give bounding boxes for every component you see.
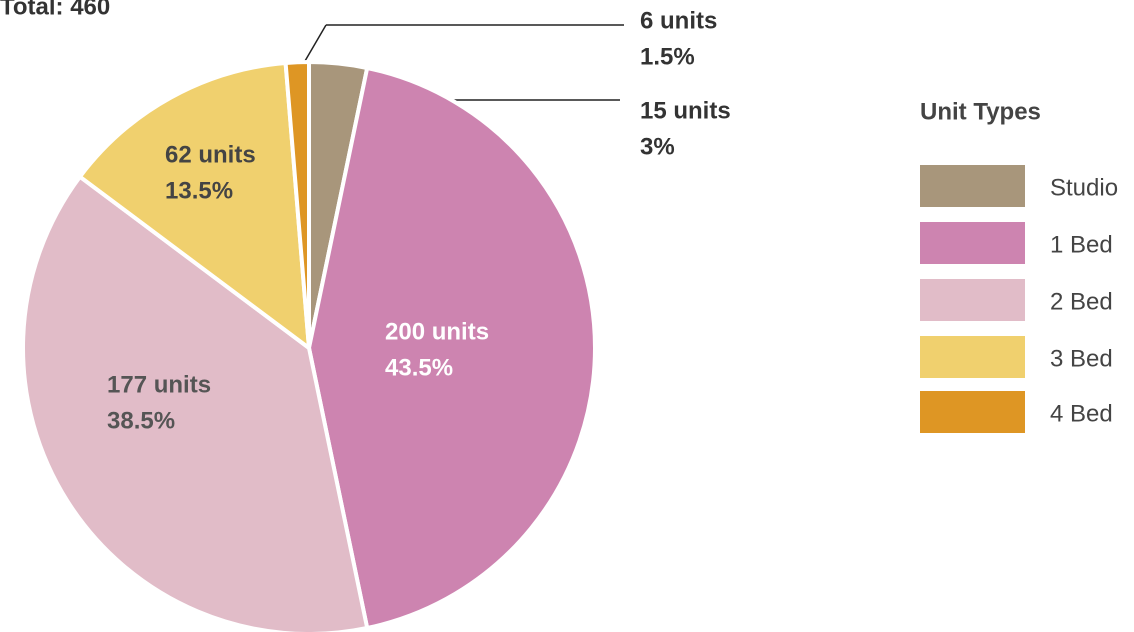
value-label: 177 units xyxy=(107,371,211,398)
legend-label: Studio xyxy=(1050,174,1118,201)
pie-slice xyxy=(283,59,311,349)
pie-slice xyxy=(21,173,370,632)
legend-swatch xyxy=(920,222,1025,264)
legend-title: Unit Types xyxy=(920,98,1041,125)
legend-swatch xyxy=(920,165,1025,207)
legend-swatch xyxy=(920,279,1025,321)
legend-label: 1 Bed xyxy=(1050,231,1113,258)
legend-label: 4 Bed xyxy=(1050,400,1113,427)
legend-swatch xyxy=(920,391,1025,433)
percent-label: 43.5% xyxy=(385,354,453,381)
pie-slice xyxy=(77,60,312,353)
value-label: 62 units xyxy=(165,141,256,168)
legend-label: 3 Bed xyxy=(1050,345,1113,372)
chart-title: Total: 460 xyxy=(0,0,110,20)
percent-label: 1.5% xyxy=(640,43,695,70)
legend-label: 2 Bed xyxy=(1050,288,1113,315)
value-label: 200 units xyxy=(385,318,489,345)
legend-swatch xyxy=(920,336,1025,378)
value-label: 15 units xyxy=(640,97,731,124)
percent-label: 38.5% xyxy=(107,407,175,434)
percent-label: 13.5% xyxy=(165,177,233,204)
pie-slice xyxy=(306,65,597,631)
percent-label: 3% xyxy=(640,133,675,160)
value-label: 6 units xyxy=(640,7,717,34)
